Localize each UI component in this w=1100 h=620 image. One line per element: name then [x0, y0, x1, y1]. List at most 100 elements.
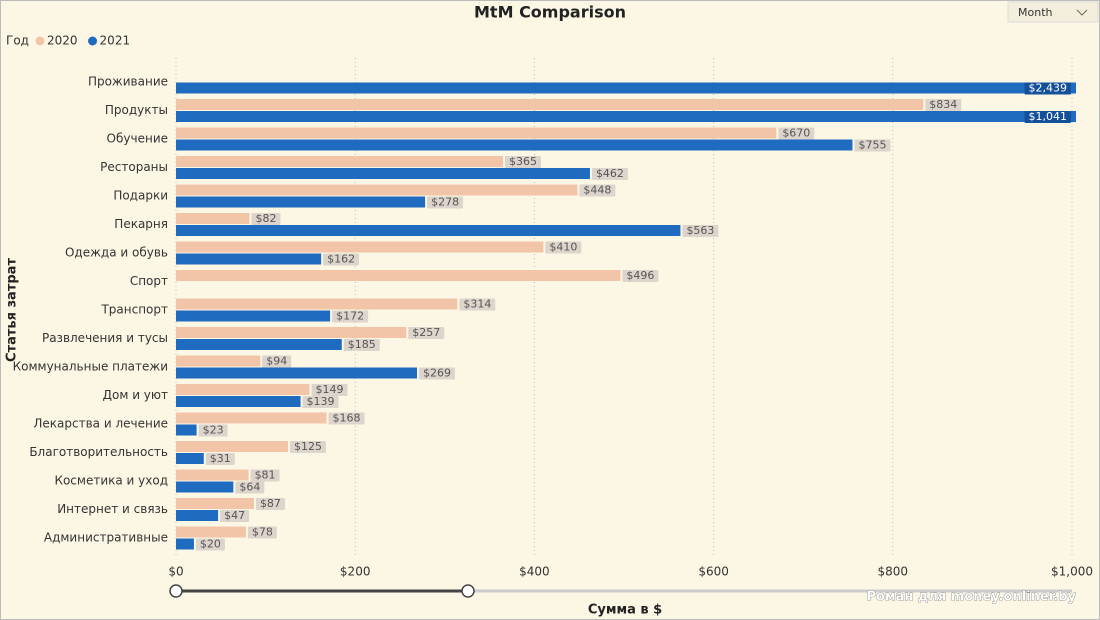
bar: [176, 510, 219, 521]
y-axis-title: Статья затрат: [5, 258, 20, 362]
bar: [176, 367, 418, 379]
bar: [176, 225, 681, 236]
value-label: $365: [509, 155, 537, 168]
y-tick-label: Пекарня: [114, 217, 168, 231]
y-tick-label: Косметика и уход: [54, 474, 168, 488]
value-label-bg: [302, 396, 339, 408]
value-label-bg: [323, 253, 360, 266]
value-label: $448: [583, 184, 611, 197]
slicer-arrow[interactable]: [1076, 9, 1088, 16]
value-label-bg: [1024, 82, 1071, 95]
bar: [176, 168, 590, 179]
value-label: $23: [203, 424, 224, 437]
value-label-bg: [1024, 111, 1071, 123]
value-label-bg: [250, 469, 280, 482]
value-label-bg: [251, 213, 281, 225]
x-axis-title: Сумма в $: [588, 603, 662, 618]
bar: [176, 355, 261, 367]
x-tick-label: $1,000: [1051, 565, 1093, 579]
value-label: $94: [266, 355, 287, 368]
y-tick-label: Дом и уют: [103, 388, 168, 402]
x-tick-label: $200: [340, 565, 371, 579]
value-label-bg: [343, 339, 380, 351]
value-label-bg: [459, 298, 496, 311]
value-label: $314: [463, 298, 491, 311]
value-label-bg: [591, 168, 628, 180]
value-label: $496: [626, 269, 654, 282]
value-label-bg: [290, 441, 326, 453]
value-label: $162: [327, 253, 355, 266]
bar: [176, 156, 504, 167]
bar: [176, 298, 458, 310]
value-label-bg: [408, 327, 445, 339]
y-tick-label: Одежда и обувь: [65, 246, 168, 260]
slicer-box[interactable]: [1007, 1, 1099, 23]
y-tick-label: Коммунальные платежи: [13, 360, 168, 374]
value-label-bg: [262, 355, 292, 368]
value-label-bg: [328, 412, 365, 425]
value-label-bg: [545, 241, 582, 254]
value-label: $31: [210, 452, 231, 465]
y-tick-label: Лекарства и лечение: [33, 417, 168, 431]
value-label: $2,439: [1029, 82, 1068, 95]
y-tick-label: Интернет и связь: [57, 502, 168, 516]
bar: [176, 82, 1076, 94]
value-label: $834: [929, 98, 957, 111]
value-label-bg: [332, 310, 369, 323]
y-tick-label: Развлечения и тусы: [42, 331, 168, 345]
bar: [176, 453, 204, 464]
slider-handle[interactable]: [461, 584, 475, 598]
value-label: $149: [316, 383, 344, 396]
value-label: $185: [348, 338, 376, 351]
bar: [176, 441, 288, 452]
y-tick-label: Рестораны: [100, 160, 168, 174]
value-label: $139: [307, 395, 335, 408]
x-tick-label: $400: [519, 565, 550, 579]
bar: [176, 253, 322, 265]
chart-title: MtM Comparison: [474, 3, 626, 22]
value-label-bg: [220, 510, 250, 522]
value-label: $410: [549, 241, 577, 254]
value-label-bg: [247, 526, 277, 539]
value-label: $87: [260, 497, 281, 510]
bar: [176, 310, 331, 322]
legend-label: 2021: [100, 34, 131, 48]
legend-label: 2020: [47, 34, 78, 48]
value-label: $172: [336, 310, 364, 323]
legend-swatch: [35, 36, 45, 46]
value-label: $64: [239, 481, 260, 494]
slicer[interactable]: Month: [1007, 1, 1099, 23]
value-label-bg: [579, 184, 616, 197]
bar: [176, 99, 924, 110]
bar: [176, 241, 544, 253]
value-label-bg: [925, 99, 962, 111]
value-label: $20: [200, 538, 221, 551]
bar: [176, 498, 254, 509]
value-label: $1,041: [1029, 110, 1068, 123]
value-label: $78: [252, 526, 273, 539]
value-label-bg: [235, 481, 265, 494]
slicer-text[interactable]: Month: [1018, 6, 1053, 19]
y-tick-label: Благотворительность: [29, 445, 168, 459]
value-label-bg: [427, 196, 464, 209]
y-tick-label: Транспорт: [100, 303, 168, 317]
bar: [176, 270, 621, 281]
bar: [176, 396, 301, 407]
bar: [176, 384, 310, 395]
legend-title: Год: [6, 34, 29, 48]
slider-handle[interactable]: [169, 584, 183, 598]
value-label-bg: [854, 139, 891, 152]
legend-swatch: [88, 36, 98, 46]
bar: [176, 339, 342, 350]
bar: [176, 481, 234, 493]
y-tick-label: Проживание: [88, 75, 168, 89]
x-tick-label: $0: [168, 565, 183, 579]
y-tick-label: Обучение: [107, 132, 168, 146]
x-tick-label: $800: [878, 565, 909, 579]
bar: [176, 469, 249, 481]
value-label-bg: [205, 453, 235, 465]
value-label: $81: [255, 469, 276, 482]
bar: [176, 412, 327, 424]
bar: [176, 111, 1076, 122]
